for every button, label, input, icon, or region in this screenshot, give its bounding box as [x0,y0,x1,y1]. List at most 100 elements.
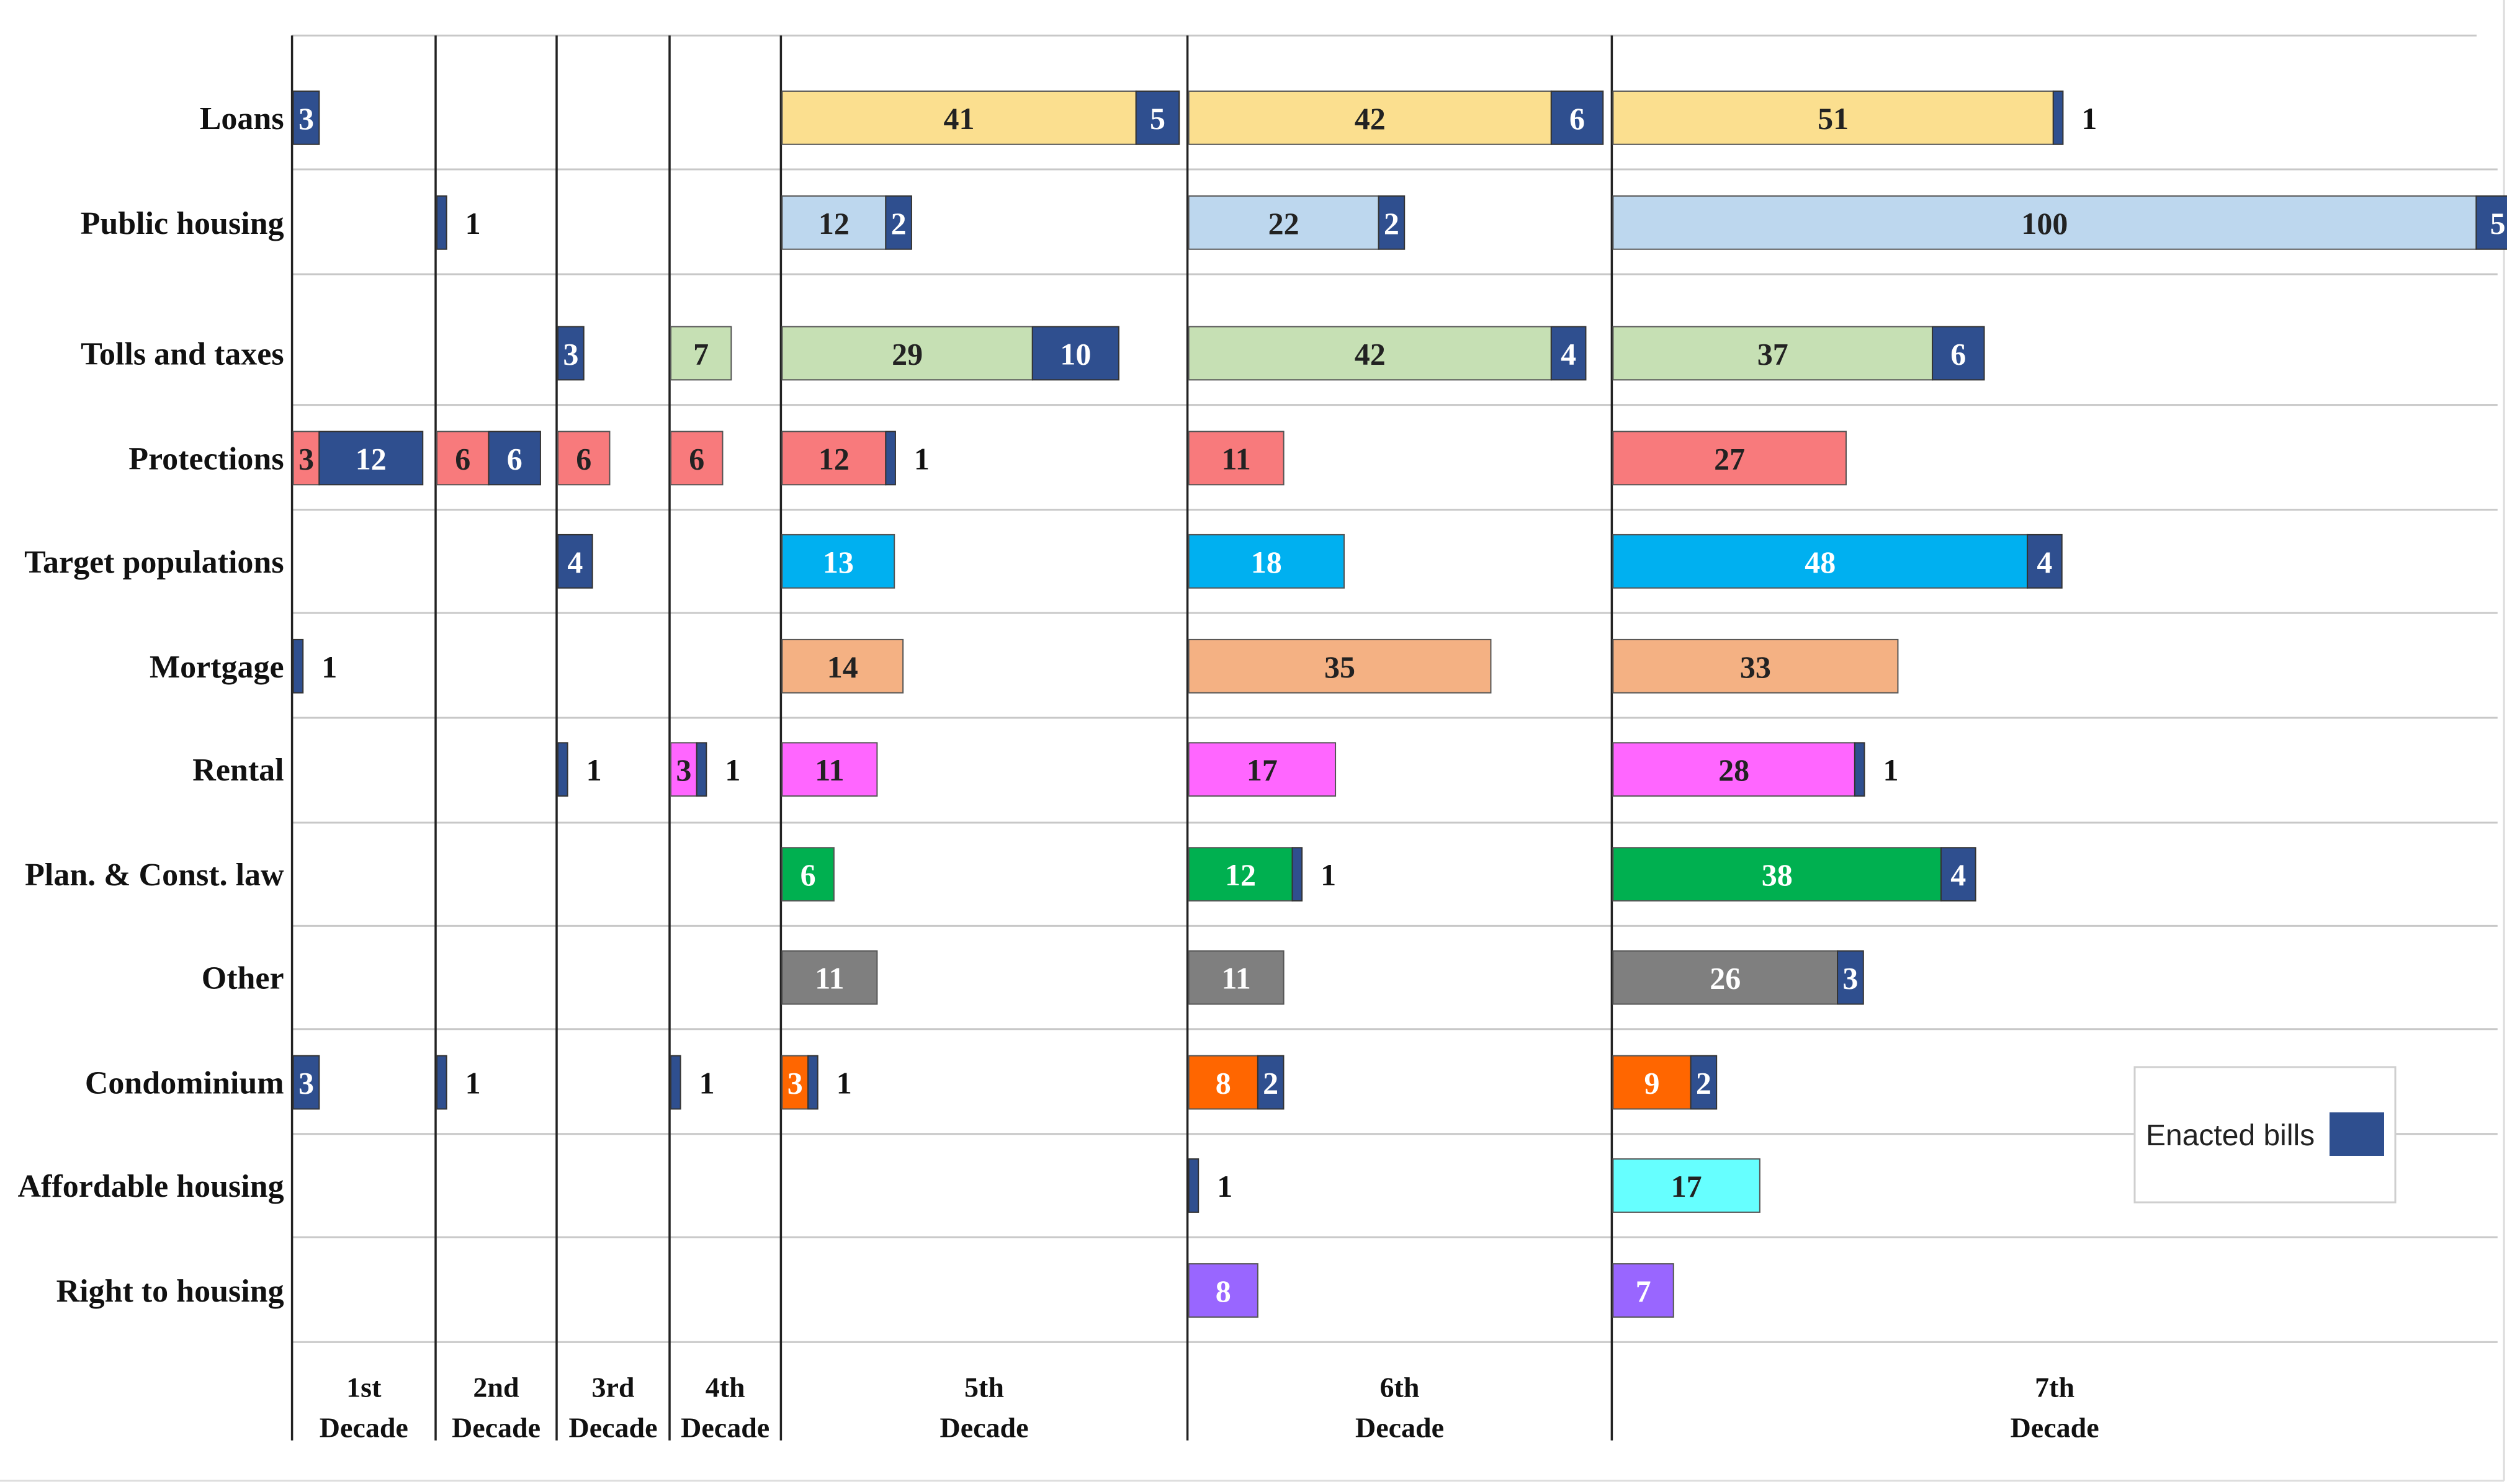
bar-value-label: 6 [1569,101,1585,136]
bar-enacted [1291,847,1303,902]
decade-label: Decade [452,1412,540,1444]
category-label: Tolls and taxes [81,336,284,372]
bar-value-label: 1 [1217,1169,1232,1204]
bar-proposed [1612,1263,1674,1318]
bar-value-label: 3 [1842,961,1858,996]
category-label: Target populations [24,545,284,580]
decade-label: 1st [346,1372,382,1403]
bar-value-label: 13 [823,545,854,579]
bar-value-label: 3 [787,1066,803,1101]
decade-label: 6th [1380,1372,1420,1403]
bar-value-label: 9 [1644,1066,1659,1101]
category-label: Public housing [81,206,284,241]
category-label: Other [202,961,284,996]
bar-enacted [2052,90,2064,145]
bar-proposed [781,742,878,797]
bar-proposed [1612,638,1899,694]
bar-proposed [1188,847,1293,902]
bar-enacted [2475,195,2507,250]
bar-enacted [292,638,304,694]
bar-proposed [1188,431,1285,486]
bar-value-label: 27 [1714,441,1745,476]
bar-value-label: 18 [1251,545,1282,579]
bar-enacted [1135,90,1180,145]
bar-enacted [1837,950,1864,1005]
legend: Enacted bills [2133,1066,2397,1204]
bar-value-label: 28 [1718,753,1749,787]
bar-enacted [318,431,424,486]
bar-proposed [1612,431,1847,486]
decade-label: 7th [2035,1372,2074,1403]
category-label: Plan. & Const. law [25,857,284,893]
bar-proposed [1188,1263,1258,1318]
bar-value-label: 4 [1950,857,1966,892]
bar-value-label: 33 [1740,650,1771,684]
bar-value-label: 1 [321,650,337,684]
decade-labels: 1st Decade 2nd Decade 3rd Decade 4th Decade 5th D… [320,1372,2099,1444]
bar-value-label: 22 [1268,206,1299,241]
bar-value-label: 100 [2021,206,2068,241]
bar-proposed [781,431,887,486]
bar-enacted [885,195,912,250]
bar-proposed [1612,950,1839,1005]
bar-proposed [1612,1158,1760,1213]
bar-value-label: 3 [298,1066,314,1101]
bar-enacted [1854,742,1865,797]
bar-value-label: 42 [1355,101,1386,136]
bar-proposed [670,431,724,486]
bar-value-label: 2 [1263,1066,1278,1101]
decade-label: 2nd [473,1372,519,1403]
bar-value-label: 26 [1710,961,1741,996]
bar-enacted [436,1055,447,1110]
bar-value-label: 4 [2037,545,2052,579]
bar-proposed [557,431,611,486]
legend-label: Enacted bills [2146,1119,2315,1152]
bar-proposed [1612,847,1942,902]
bar-value-label: 5 [1150,101,1165,136]
decade-label: Decade [940,1412,1028,1444]
bar-value-label: 6 [507,441,522,476]
category-label: Right to housing [56,1274,284,1309]
decade-label: Decade [681,1412,769,1444]
bar-value-label: 2 [1696,1066,1711,1101]
category-label: Rental [192,753,284,788]
bar-value-label: 11 [1221,961,1250,996]
bar-value-label: 10 [1060,336,1091,371]
bar-value-label: 1 [725,753,740,787]
bar-value-label: 41 [944,101,975,136]
bar-value-label: 11 [815,753,844,787]
bar-value-label: 3 [676,753,691,787]
bar-value-label: 4 [1561,336,1576,371]
bar-value-label: 8 [1216,1274,1231,1308]
bar-value-label: 7 [1636,1274,1651,1308]
bar-proposed [1188,326,1552,381]
bar-proposed [1188,742,1337,797]
category-label: Loans [200,101,284,136]
bar-value-label: 1 [2081,101,2097,136]
bar-enacted [2027,534,2063,589]
bar-enacted [807,1055,818,1110]
bar-value-label: 48 [1805,545,1836,579]
bar-enacted [1940,847,1976,902]
bar-value-label: 3 [298,441,314,476]
decade-label: 4th [706,1372,745,1403]
bar-proposed [1612,534,2029,589]
bar-proposed [1188,534,1345,589]
bar-enacted [557,742,568,797]
bar-enacted [1257,1055,1285,1110]
bar-proposed [781,638,904,694]
decade-label: 3rd [592,1372,635,1403]
bar-enacted [292,90,320,145]
bar-proposed [670,742,697,797]
bar-proposed [1612,742,1855,797]
bar-value-label: 7 [693,336,709,371]
bar-value-label: 12 [1225,857,1256,892]
bar-enacted [885,431,896,486]
bar-proposed [670,326,732,381]
decade-label: Decade [568,1412,657,1444]
bar-enacted [557,326,585,381]
bar-value-label: 37 [1757,336,1788,371]
bar-proposed [1188,90,1552,145]
